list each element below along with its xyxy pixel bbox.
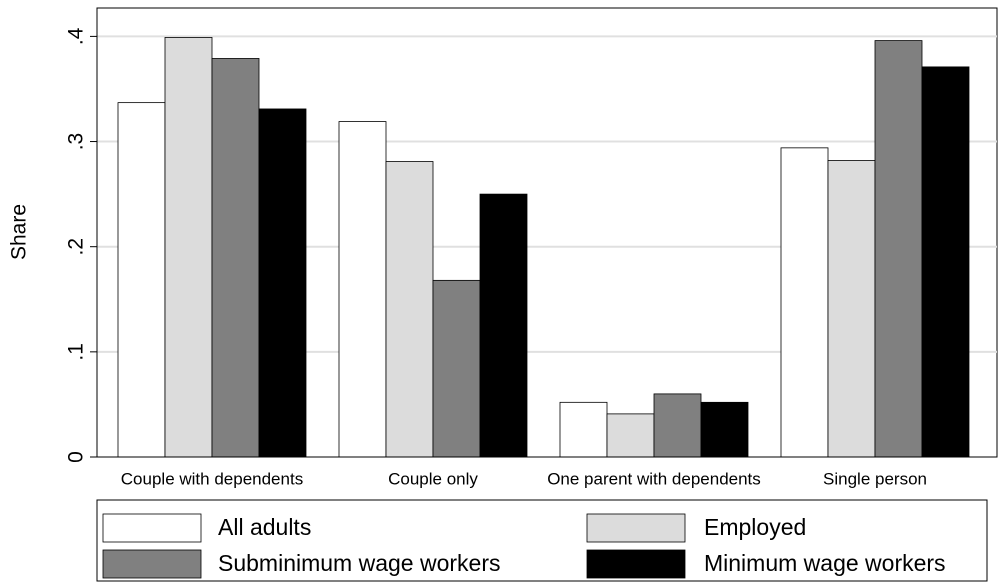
y-tick-label: .1: [65, 343, 88, 361]
bar: [385, 161, 434, 458]
legend-label: All adults: [218, 514, 311, 540]
bar: [164, 37, 213, 458]
bar: [338, 121, 387, 458]
legend-box: [96, 499, 988, 582]
bar: [653, 393, 702, 458]
bar: [479, 193, 528, 458]
legend-swatch: [586, 549, 686, 579]
legend-swatch: [586, 513, 686, 543]
y-tick-label: .2: [65, 238, 88, 256]
bar: [258, 108, 307, 458]
x-tick-label: Couple only: [388, 469, 478, 488]
legend-label: Employed: [704, 514, 806, 540]
bar: [827, 160, 876, 458]
legend-swatch: [102, 513, 202, 543]
y-tick-label: .3: [65, 133, 88, 151]
bar: [559, 401, 608, 458]
x-tick-label: One parent with dependents: [547, 469, 761, 488]
bar: [606, 413, 655, 458]
legend-swatch: [102, 549, 202, 579]
bar: [211, 58, 260, 458]
y-tick-label: 0: [65, 451, 88, 463]
bar: [432, 279, 481, 458]
bar: [874, 40, 923, 458]
x-tick-label: Couple with dependents: [121, 469, 303, 488]
x-tick-label: Single person: [823, 469, 927, 488]
legend-label: Subminimum wage workers: [218, 550, 500, 576]
bar: [780, 147, 829, 458]
legend-label: Minimum wage workers: [704, 550, 946, 576]
bar: [921, 66, 970, 458]
bar: [117, 102, 166, 458]
bar: [700, 401, 749, 458]
y-axis-label: Share: [8, 204, 31, 260]
y-tick-label: .4: [65, 27, 88, 45]
